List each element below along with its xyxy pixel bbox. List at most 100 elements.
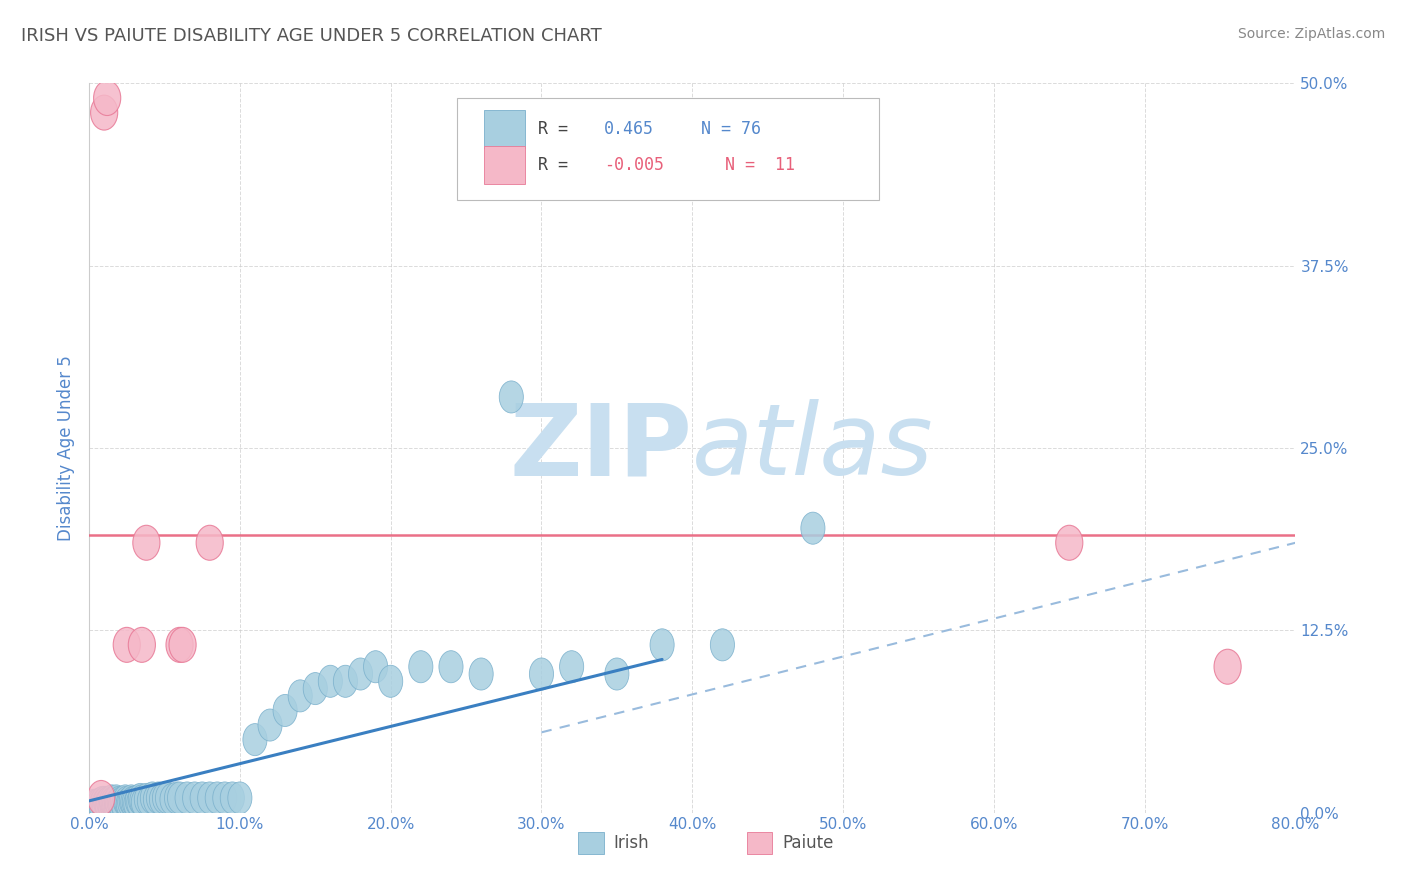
- Text: N = 76: N = 76: [700, 120, 761, 137]
- Ellipse shape: [127, 786, 150, 818]
- Ellipse shape: [98, 789, 122, 822]
- Ellipse shape: [167, 782, 191, 814]
- Text: N =  11: N = 11: [725, 156, 794, 174]
- Ellipse shape: [198, 782, 222, 814]
- Ellipse shape: [160, 783, 184, 815]
- Ellipse shape: [104, 789, 128, 822]
- Ellipse shape: [138, 785, 162, 817]
- Ellipse shape: [349, 658, 373, 690]
- Ellipse shape: [228, 782, 252, 814]
- Text: R =: R =: [538, 120, 588, 137]
- Ellipse shape: [89, 789, 114, 822]
- Ellipse shape: [1213, 649, 1241, 684]
- Ellipse shape: [190, 782, 214, 814]
- Text: R =: R =: [538, 156, 578, 174]
- Ellipse shape: [288, 680, 312, 712]
- Ellipse shape: [304, 673, 328, 705]
- Ellipse shape: [132, 525, 160, 560]
- Ellipse shape: [90, 786, 115, 818]
- Ellipse shape: [84, 789, 108, 822]
- Ellipse shape: [409, 650, 433, 682]
- Ellipse shape: [1056, 525, 1083, 560]
- Ellipse shape: [166, 627, 193, 663]
- Ellipse shape: [120, 785, 143, 817]
- Ellipse shape: [114, 785, 138, 817]
- Ellipse shape: [364, 650, 388, 682]
- Ellipse shape: [243, 723, 267, 756]
- Ellipse shape: [221, 782, 245, 814]
- Ellipse shape: [91, 790, 117, 822]
- Y-axis label: Disability Age Under 5: Disability Age Under 5: [58, 355, 75, 541]
- Ellipse shape: [103, 788, 127, 820]
- Ellipse shape: [101, 786, 125, 818]
- Ellipse shape: [105, 788, 129, 820]
- Ellipse shape: [257, 709, 283, 741]
- Ellipse shape: [205, 782, 229, 814]
- Ellipse shape: [107, 786, 131, 818]
- Ellipse shape: [318, 665, 343, 698]
- Ellipse shape: [710, 629, 734, 661]
- Ellipse shape: [143, 783, 167, 815]
- Text: IRISH VS PAIUTE DISABILITY AGE UNDER 5 CORRELATION CHART: IRISH VS PAIUTE DISABILITY AGE UNDER 5 C…: [21, 27, 602, 45]
- Ellipse shape: [149, 783, 173, 815]
- Ellipse shape: [273, 695, 297, 726]
- Ellipse shape: [90, 95, 118, 130]
- Ellipse shape: [129, 785, 153, 817]
- Ellipse shape: [650, 629, 673, 661]
- Ellipse shape: [212, 782, 236, 814]
- FancyBboxPatch shape: [484, 110, 524, 147]
- FancyBboxPatch shape: [484, 146, 524, 184]
- Text: Irish: Irish: [613, 834, 650, 852]
- Ellipse shape: [87, 788, 111, 820]
- Ellipse shape: [115, 786, 139, 818]
- Ellipse shape: [439, 650, 463, 682]
- Ellipse shape: [605, 658, 628, 690]
- Ellipse shape: [87, 780, 115, 815]
- Ellipse shape: [91, 788, 117, 820]
- Ellipse shape: [100, 788, 124, 820]
- Ellipse shape: [195, 525, 224, 560]
- Ellipse shape: [169, 627, 195, 663]
- Ellipse shape: [378, 665, 402, 698]
- Text: 0.465: 0.465: [605, 120, 654, 137]
- Ellipse shape: [560, 650, 583, 682]
- Ellipse shape: [121, 786, 145, 818]
- Ellipse shape: [122, 786, 146, 818]
- Ellipse shape: [128, 627, 156, 663]
- Ellipse shape: [104, 785, 128, 817]
- FancyBboxPatch shape: [457, 98, 879, 200]
- Ellipse shape: [141, 782, 165, 814]
- Ellipse shape: [152, 782, 177, 814]
- Ellipse shape: [174, 782, 200, 814]
- Text: Paiute: Paiute: [782, 834, 834, 852]
- Ellipse shape: [470, 658, 494, 690]
- Ellipse shape: [183, 782, 207, 814]
- Ellipse shape: [156, 782, 180, 814]
- Ellipse shape: [146, 782, 170, 814]
- Ellipse shape: [135, 783, 159, 815]
- Ellipse shape: [100, 785, 124, 817]
- Text: -0.005: -0.005: [605, 156, 664, 174]
- Ellipse shape: [114, 627, 141, 663]
- Text: ZIP: ZIP: [509, 400, 692, 497]
- Ellipse shape: [97, 786, 121, 818]
- Text: atlas: atlas: [692, 400, 934, 497]
- Ellipse shape: [118, 786, 142, 818]
- Text: Source: ZipAtlas.com: Source: ZipAtlas.com: [1237, 27, 1385, 41]
- Ellipse shape: [333, 665, 357, 698]
- Ellipse shape: [499, 381, 523, 413]
- Ellipse shape: [125, 785, 149, 817]
- Ellipse shape: [110, 786, 135, 818]
- Ellipse shape: [111, 789, 136, 822]
- Ellipse shape: [128, 783, 152, 815]
- Ellipse shape: [108, 788, 132, 820]
- Ellipse shape: [94, 786, 118, 818]
- Ellipse shape: [530, 658, 554, 690]
- Ellipse shape: [82, 789, 105, 822]
- Ellipse shape: [96, 789, 120, 822]
- Ellipse shape: [96, 788, 120, 820]
- Ellipse shape: [165, 782, 188, 814]
- Ellipse shape: [801, 512, 825, 544]
- Ellipse shape: [94, 80, 121, 116]
- Ellipse shape: [117, 788, 141, 820]
